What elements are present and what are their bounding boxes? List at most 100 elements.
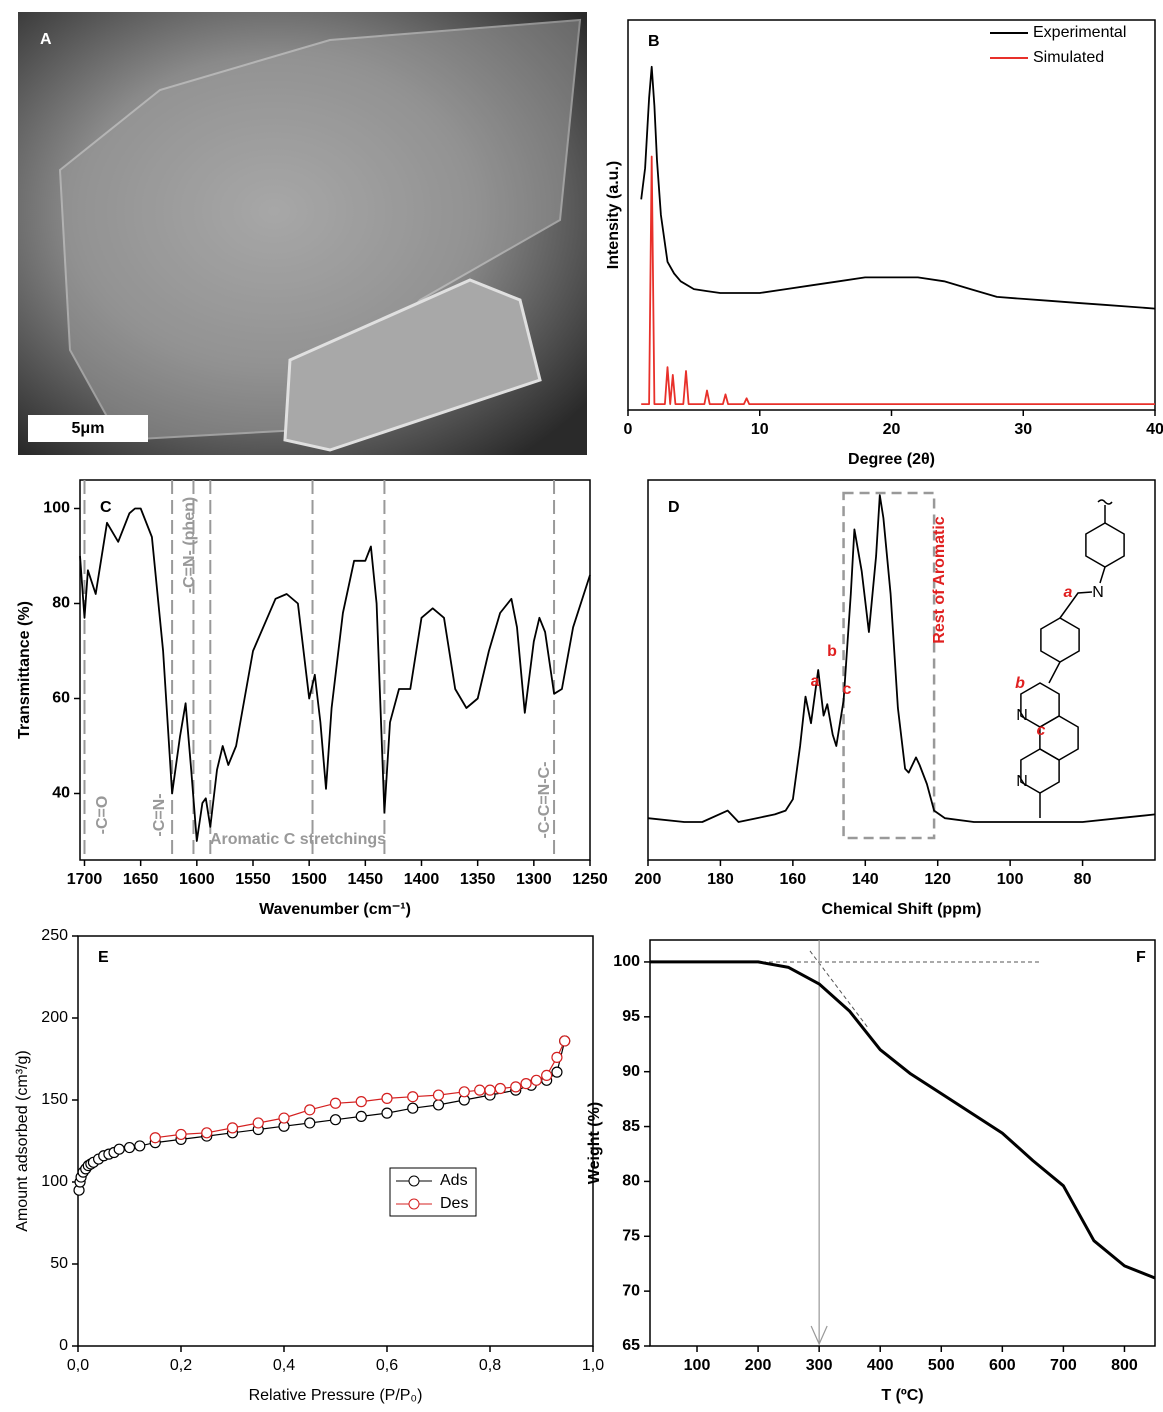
y-axis-label: Transmittance (%) [16,601,33,739]
band-annotation: -C-C=N-C- [536,762,553,839]
data-point [510,1081,522,1093]
x-tick-label: 180 [707,871,734,888]
data-point [304,1117,316,1129]
data-point [458,1086,470,1098]
peak-annotation: c [843,681,852,698]
plot-frame [627,19,1156,411]
y-axis-label: Weight (%) [586,1102,603,1184]
x-axis-label: Relative Pressure (P/P₀) [249,1387,423,1404]
scale-bar-label: 5μm [72,420,105,437]
y-tick-label: 60 [52,690,70,707]
structure-bonds [1039,499,1113,818]
structure-label: c [1037,722,1046,739]
data-point [520,1077,532,1090]
x-tick-label: 0,0 [67,1357,89,1374]
data-point [113,1143,125,1155]
y-tick-label: 250 [41,927,68,944]
panel-label: C [100,499,112,516]
y-tick-label: 75 [622,1227,640,1244]
band-annotation: -C=N- (phen) [181,497,198,593]
structure-label: N [1016,707,1028,724]
legend-label: Des [440,1195,468,1212]
structure-label: N [1016,773,1028,790]
structure-ring [1040,617,1080,663]
y-tick-label: 0 [59,1337,68,1354]
peak-annotation: a [811,673,820,690]
y-tick-label: 200 [41,1009,68,1026]
data-point [329,1097,342,1109]
y-axis-label: Intensity (a.u.) [605,161,622,269]
y-tick-label: 85 [622,1118,640,1135]
y-tick-label: 100 [613,953,640,970]
data-point [551,1051,563,1063]
x-tick-label: 1500 [291,871,327,888]
x-tick-label: 1700 [67,871,103,888]
x-tick-label: 0,4 [273,1357,295,1374]
series-line [647,494,1156,823]
structure-ring [1039,715,1079,761]
x-tick-label: 1300 [516,871,552,888]
y-tick-label: 100 [41,1173,68,1190]
data-point [381,1092,393,1104]
x-tick-label: 1,0 [582,1357,604,1374]
structure-ring [1085,522,1125,568]
panel-label: F [1136,949,1146,966]
legend-label: Simulated [1033,49,1104,66]
x-tick-label: 0,8 [479,1357,501,1374]
x-axis-label: T (ºC) [881,1387,923,1404]
data-point [551,1066,563,1078]
x-tick-label: 200 [745,1357,772,1374]
arrow-head [810,1325,828,1346]
y-tick-label: 100 [43,500,70,517]
x-tick-label: 40 [1146,421,1163,438]
legend-label: Ads [440,1172,468,1189]
data-point [226,1122,239,1134]
x-axis-label: Wavenumber (cm⁻¹) [259,901,411,918]
legend-box [389,1167,477,1217]
structure-label: b [1015,675,1025,692]
x-tick-label: 120 [924,871,951,888]
y-tick-label: 65 [622,1337,640,1354]
plot-frame [649,939,1156,1347]
y-tick-label: 150 [41,1091,68,1108]
data-point [381,1107,393,1119]
series-line [641,155,1155,405]
x-axis-label: Degree (2θ) [848,451,935,468]
x-tick-label: 1450 [348,871,384,888]
peak-annotation: b [827,643,837,660]
y-axis-label: Amount adsorbed (cm³/g) [14,1050,31,1231]
series-line [650,960,1156,1280]
x-tick-label: 20 [883,421,901,438]
y-tick-label: 80 [622,1173,640,1190]
y-tick-label: 90 [622,1063,640,1080]
band-annotation: -C=O [94,796,111,835]
x-tick-label: 800 [1111,1357,1138,1374]
x-tick-label: 30 [1014,421,1032,438]
data-point [432,1099,445,1111]
x-tick-label: 1600 [179,871,215,888]
y-tick-label: 80 [52,595,70,612]
y-tick-label: 70 [622,1282,640,1299]
x-tick-label: 80 [1074,871,1092,888]
scale-bar [28,415,148,442]
x-tick-label: 400 [867,1357,894,1374]
legend-label: Experimental [1033,24,1126,41]
data-point [559,1035,571,1047]
sem-crystal [283,278,542,452]
x-tick-label: 100 [997,871,1024,888]
x-tick-label: 160 [780,871,807,888]
highlight-box [842,491,936,840]
x-tick-label: 140 [852,871,879,888]
x-tick-label: 300 [806,1357,833,1374]
x-tick-label: 500 [928,1357,955,1374]
data-point [355,1110,367,1123]
peak-annotation: Rest of Aromatic [931,516,948,644]
structure-label: a [1064,584,1073,601]
legend-marker [408,1198,420,1210]
y-tick-label: 95 [622,1008,640,1025]
x-tick-label: 1350 [460,871,496,888]
series-line [640,65,1156,310]
data-point [201,1127,213,1139]
data-point [541,1069,553,1082]
